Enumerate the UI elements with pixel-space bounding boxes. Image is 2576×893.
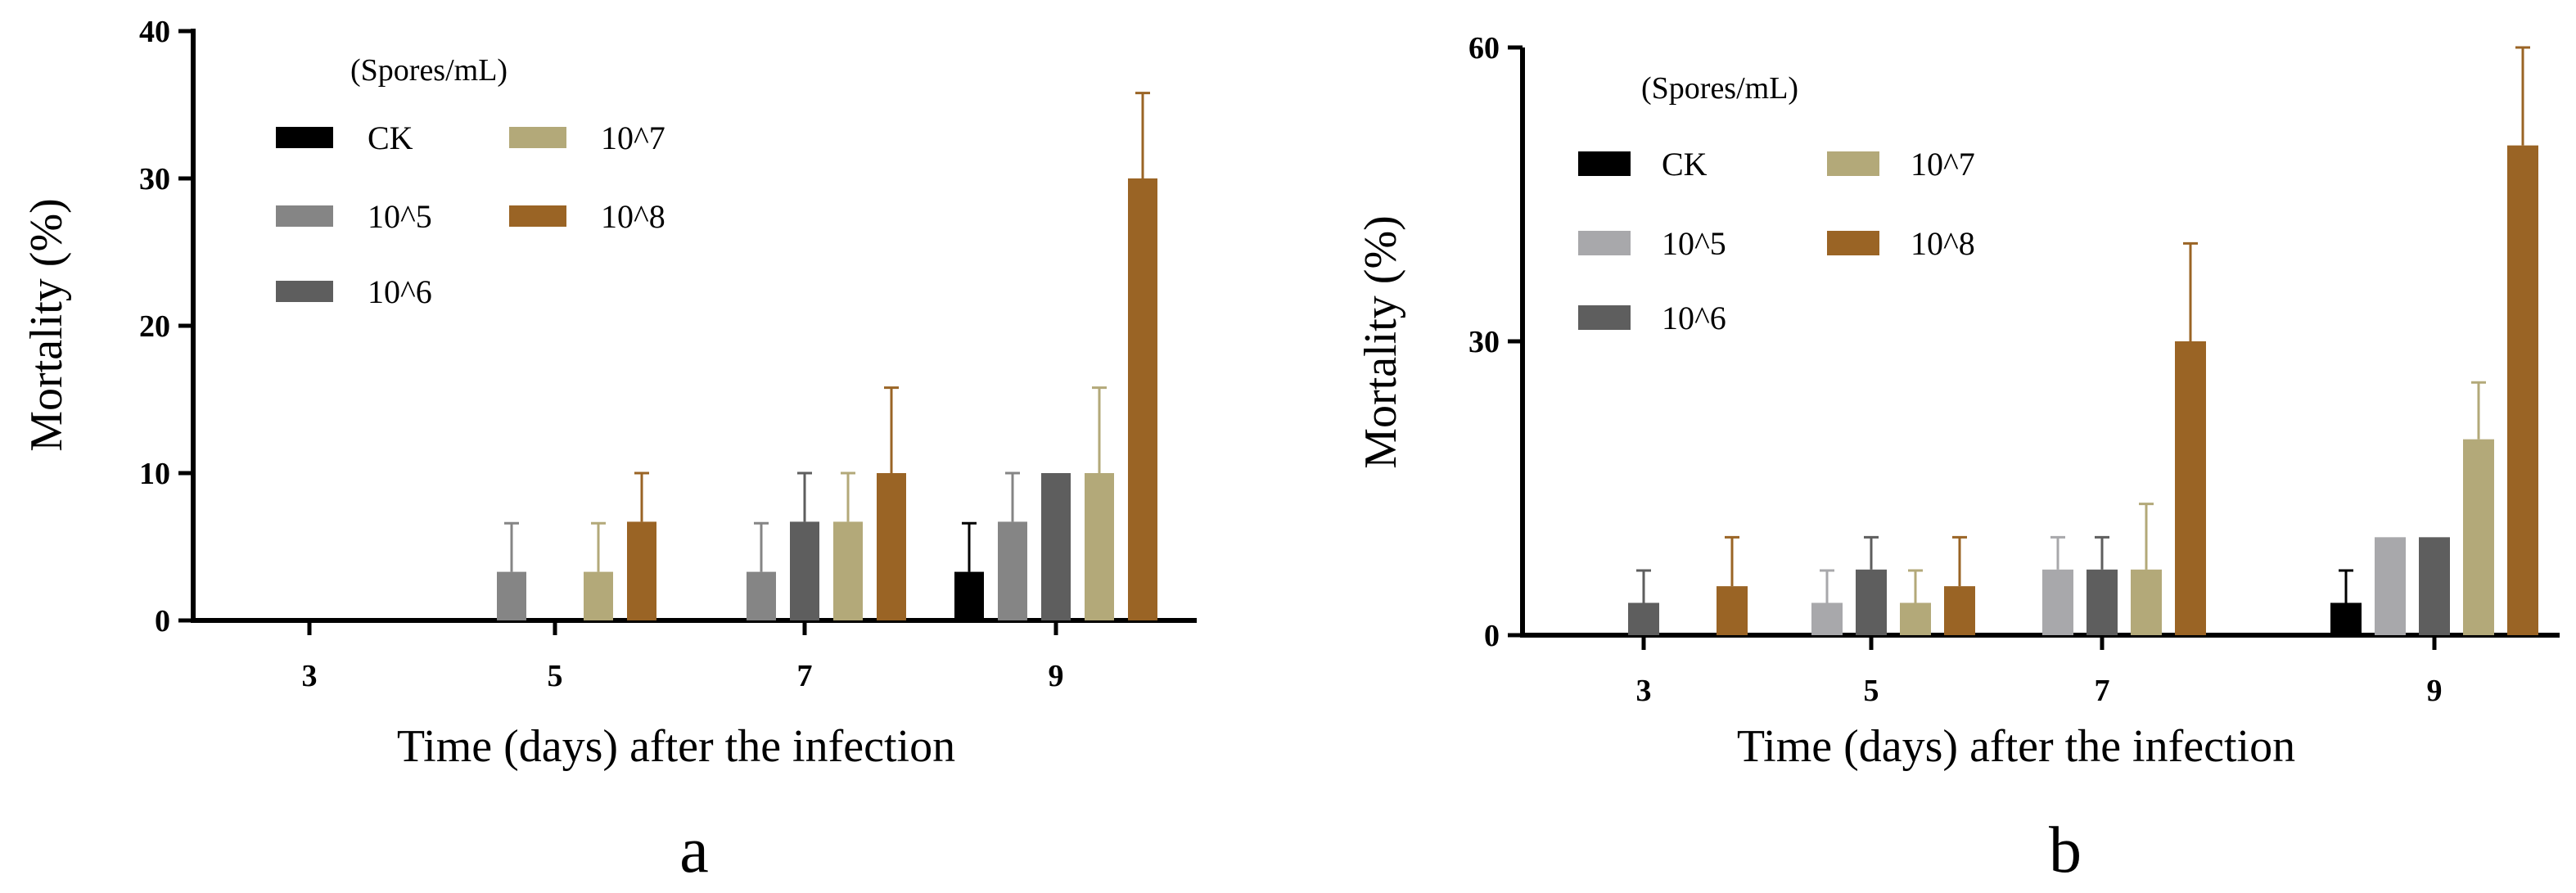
legend-swatch: [1827, 231, 1879, 255]
bar-10e5: [497, 571, 526, 620]
bar-10e7: [1085, 473, 1114, 620]
x-tick-label: 3: [1636, 674, 1652, 708]
panel-b-label: b: [2049, 814, 2082, 886]
bar-10e7: [833, 521, 863, 620]
x-tick-label: 7: [797, 659, 813, 693]
bar-10e7: [1900, 602, 1931, 635]
legend-label: 10^5: [1662, 225, 1726, 262]
bar-10e8: [1944, 586, 1975, 635]
legend-swatch: [276, 205, 333, 227]
y-tick-label: 20: [139, 309, 170, 344]
chart-panel-b: 0 30 60 3 5 7 9 Mortality (%) Time (days) aft…: [1356, 31, 2560, 886]
panel-b-legend-title: (Spores/mL): [1641, 71, 1798, 106]
y-tick-label: 30: [139, 162, 170, 196]
panel-b-legend-items: CK 10^5 10^6 10^7 10^8: [1578, 146, 1975, 336]
legend-swatch: [1578, 305, 1631, 330]
legend-label: 10^6: [1662, 300, 1726, 336]
panel-a-x-axis-title: Time (days) after the infection: [397, 721, 955, 772]
legend-swatch: [509, 127, 566, 148]
x-tick-label: 5: [1864, 674, 1879, 708]
y-tick-label: 30: [1468, 325, 1500, 359]
legend-label: 10^8: [601, 198, 665, 235]
legend-swatch: [1578, 231, 1631, 255]
bar-10e6: [790, 521, 819, 620]
y-tick-label: 40: [139, 15, 170, 49]
x-tick-label: 9: [1049, 659, 1064, 693]
bar-10e8: [2175, 341, 2206, 635]
bar-10e5: [998, 521, 1027, 620]
panel-b-y-axis-title: Mortality (%): [1356, 215, 1406, 468]
y-tick-label: 60: [1468, 31, 1500, 65]
legend-label: 10^5: [368, 198, 432, 235]
x-tick-label: 3: [302, 659, 318, 693]
panel-a-y-axis-title: Mortality (%): [21, 198, 72, 451]
bar-10e8: [1128, 178, 1157, 620]
y-tick-label: 0: [1484, 619, 1500, 653]
x-tick-label: 9: [2427, 674, 2443, 708]
panel-b-x-axis-title: Time (days) after the infection: [1737, 721, 2295, 772]
y-tick-label: 0: [155, 604, 170, 638]
panel-a-legend-items: CK 10^5 10^6 10^7 10^8: [276, 120, 665, 310]
bar-10e8: [627, 521, 656, 620]
bar-10e6: [1856, 569, 1887, 635]
legend-label: CK: [368, 120, 413, 156]
bar-10e8: [877, 473, 906, 620]
bar-10e5: [1811, 602, 1843, 635]
legend-label: 10^6: [368, 273, 432, 310]
legend-label: 10^7: [601, 120, 665, 156]
legend-label: 10^8: [1911, 225, 1975, 262]
panel-a-bars: [497, 178, 1157, 620]
bar-10e6: [2087, 569, 2118, 635]
bar-10e7: [2131, 569, 2162, 635]
y-tick-label: 10: [139, 457, 170, 491]
panel-b-error-bars: [1636, 46, 2530, 603]
panel-a-error-bars: [504, 92, 1150, 572]
legend-swatch: [509, 205, 566, 227]
panel-b-bars: [1628, 145, 2538, 635]
panel-a-label: a: [679, 814, 709, 886]
bar-10e8: [1717, 586, 1748, 635]
legend-swatch: [276, 281, 333, 302]
panel-b-y-ticks: 0 30 60: [1468, 31, 1523, 653]
legend-label: CK: [1662, 146, 1708, 183]
bar-10e7: [2463, 439, 2494, 635]
panel-a-legend: (Spores/mL) CK 10^5 10^6 10^7 10^8: [276, 53, 665, 310]
bar-10e7: [584, 571, 613, 620]
bar-10e5: [2042, 569, 2073, 635]
x-tick-label: 5: [548, 659, 563, 693]
bar-10e8: [2507, 145, 2538, 635]
panel-a-y-ticks: 0 10 20 30 40: [139, 15, 193, 638]
bar-10e6: [1628, 602, 1659, 635]
legend-swatch: [1578, 151, 1631, 176]
bar-ck: [954, 571, 984, 620]
panel-b-x-ticks: 3 5 7 9: [1636, 635, 2443, 708]
bar-10e5: [747, 571, 776, 620]
bar-10e5: [2375, 537, 2406, 635]
legend-swatch: [1827, 151, 1879, 176]
panel-a-x-ticks: 3 5 7 9: [302, 620, 1064, 693]
x-tick-label: 7: [2095, 674, 2110, 708]
bar-ck: [2330, 602, 2362, 635]
legend-swatch: [276, 127, 333, 148]
bar-10e6: [2419, 537, 2450, 635]
panel-a-legend-title: (Spores/mL): [350, 53, 508, 88]
legend-label: 10^7: [1911, 146, 1975, 183]
chart-panel-a: 0 10 20 30 40 3 5 7 9 Mortality (%) Time (days)…: [21, 15, 1197, 886]
bar-10e6: [1041, 473, 1071, 620]
panel-b-legend: (Spores/mL) CK 10^5 10^6 10^7 10^8: [1578, 71, 1975, 336]
